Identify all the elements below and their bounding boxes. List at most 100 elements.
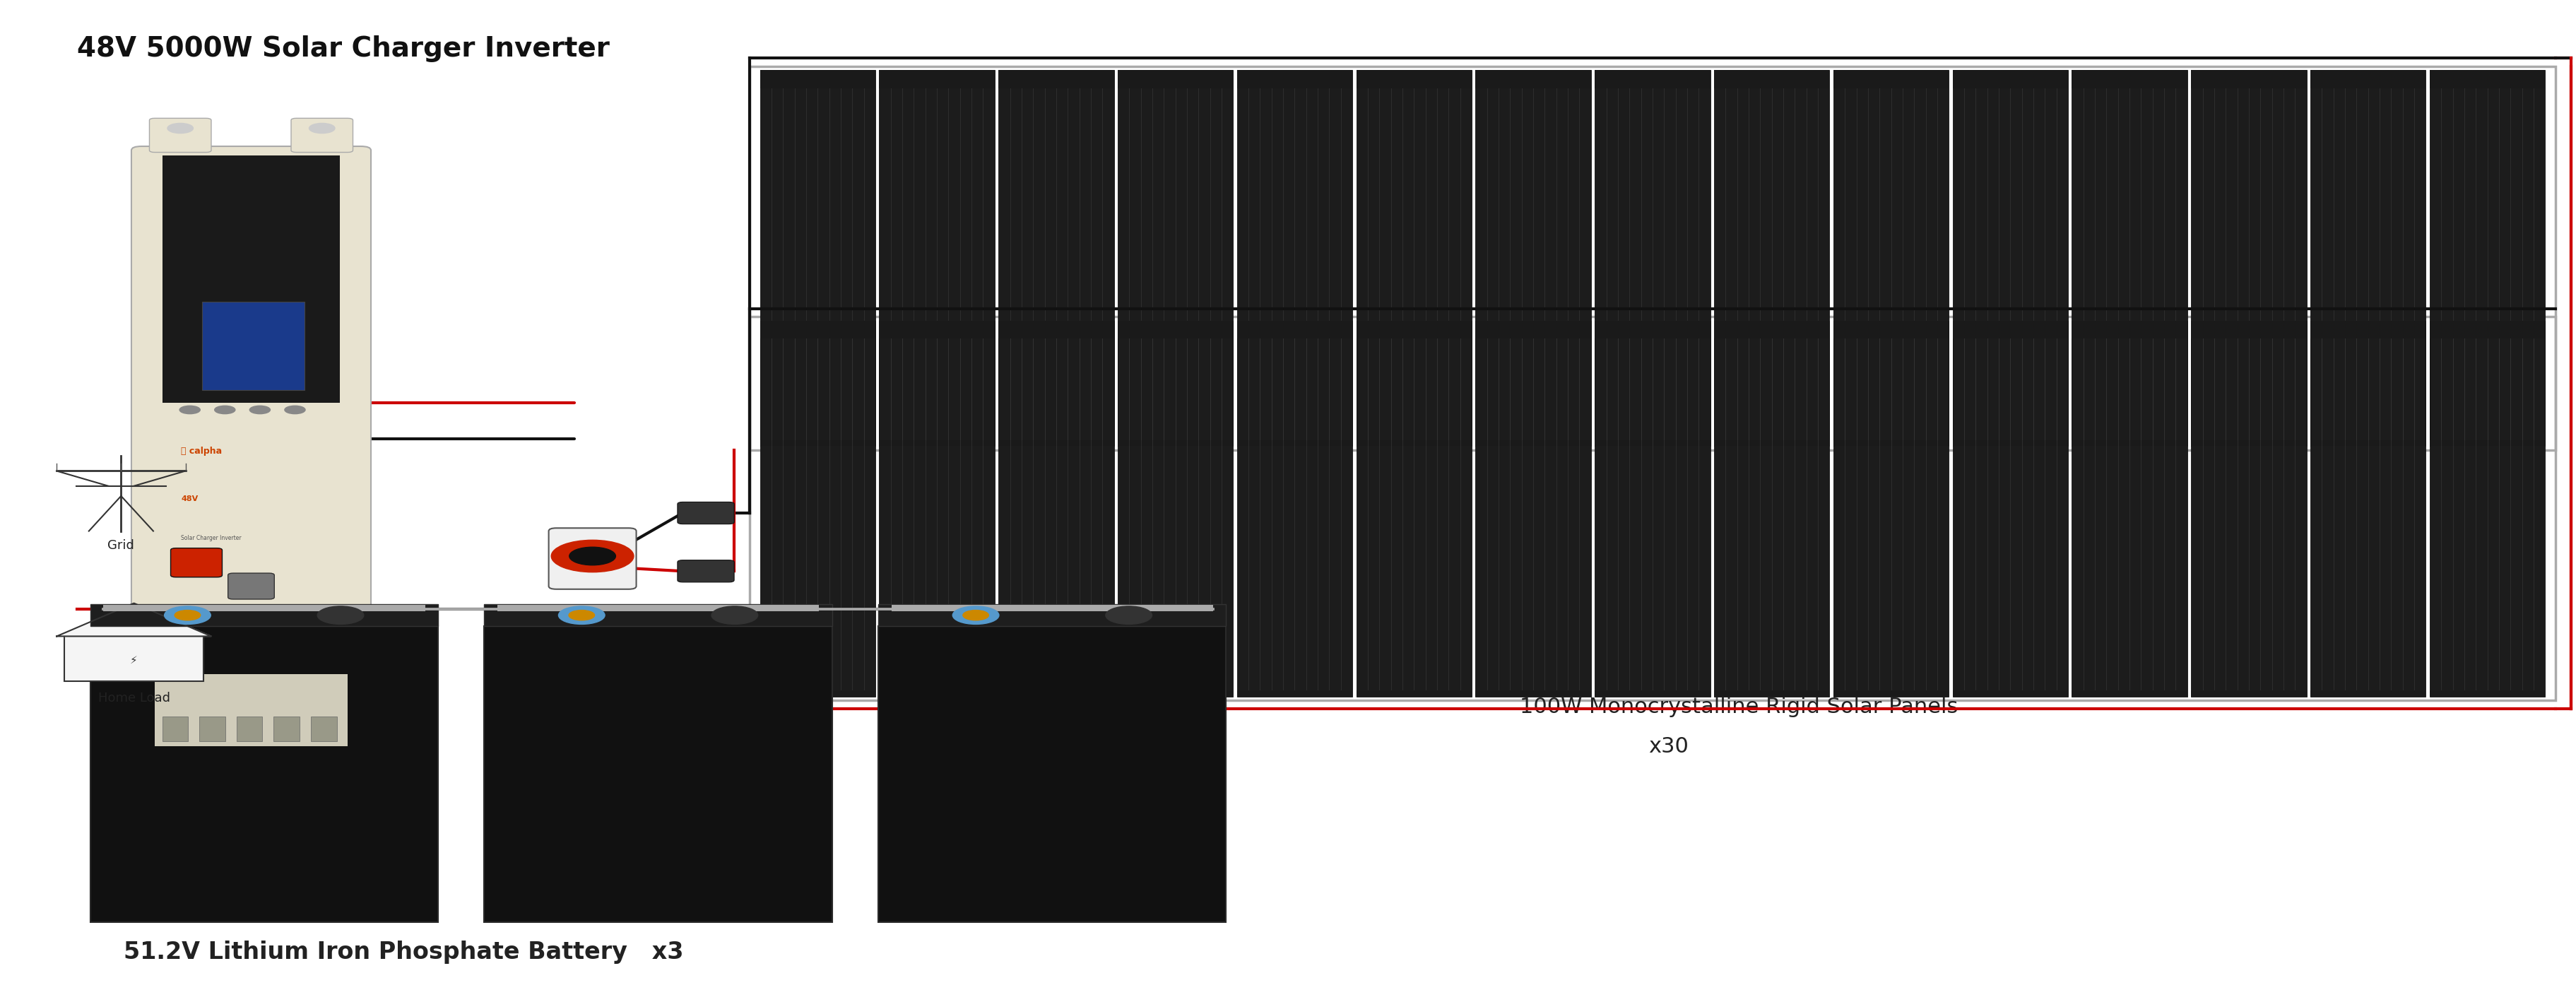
FancyBboxPatch shape	[1476, 321, 1592, 696]
FancyBboxPatch shape	[1834, 440, 1947, 446]
FancyBboxPatch shape	[1476, 70, 1592, 446]
FancyBboxPatch shape	[149, 118, 211, 152]
FancyBboxPatch shape	[677, 502, 734, 524]
FancyBboxPatch shape	[2192, 690, 2306, 696]
FancyBboxPatch shape	[1713, 690, 1829, 696]
FancyBboxPatch shape	[999, 70, 1113, 446]
FancyBboxPatch shape	[2429, 70, 2545, 88]
FancyBboxPatch shape	[2192, 70, 2306, 88]
FancyBboxPatch shape	[2429, 321, 2545, 696]
FancyBboxPatch shape	[760, 321, 876, 339]
Text: Solar Charger Inverter: Solar Charger Inverter	[180, 535, 242, 541]
FancyBboxPatch shape	[2429, 440, 2545, 446]
FancyBboxPatch shape	[760, 321, 876, 696]
Text: ⚡: ⚡	[131, 655, 137, 665]
FancyBboxPatch shape	[760, 440, 876, 446]
FancyBboxPatch shape	[878, 70, 994, 446]
FancyBboxPatch shape	[1953, 440, 2069, 446]
Text: ꐊ calpha: ꐊ calpha	[180, 446, 222, 456]
Circle shape	[175, 610, 201, 620]
FancyBboxPatch shape	[1236, 321, 1352, 696]
FancyBboxPatch shape	[1118, 690, 1234, 696]
FancyBboxPatch shape	[1595, 70, 1710, 446]
FancyBboxPatch shape	[999, 321, 1113, 696]
Circle shape	[559, 606, 605, 624]
FancyBboxPatch shape	[1236, 70, 1352, 88]
FancyBboxPatch shape	[1355, 321, 1471, 339]
FancyBboxPatch shape	[1595, 321, 1710, 339]
FancyBboxPatch shape	[497, 605, 819, 611]
FancyBboxPatch shape	[999, 321, 1113, 339]
FancyBboxPatch shape	[155, 674, 348, 746]
FancyBboxPatch shape	[2311, 321, 2427, 339]
FancyBboxPatch shape	[131, 146, 371, 756]
FancyBboxPatch shape	[1355, 690, 1471, 696]
Circle shape	[309, 123, 335, 133]
Circle shape	[167, 123, 193, 133]
FancyBboxPatch shape	[878, 321, 994, 339]
Circle shape	[551, 540, 634, 572]
FancyBboxPatch shape	[2071, 321, 2187, 696]
FancyBboxPatch shape	[549, 528, 636, 589]
FancyBboxPatch shape	[2429, 70, 2545, 446]
FancyBboxPatch shape	[1595, 70, 1710, 88]
FancyBboxPatch shape	[1355, 321, 1471, 696]
FancyBboxPatch shape	[2429, 690, 2545, 696]
FancyBboxPatch shape	[1595, 321, 1710, 696]
Circle shape	[180, 406, 201, 414]
FancyBboxPatch shape	[1476, 70, 1592, 88]
FancyBboxPatch shape	[2429, 321, 2545, 339]
Text: 51.2V Lithium Iron Phosphate Battery   x3: 51.2V Lithium Iron Phosphate Battery x3	[124, 941, 683, 964]
FancyBboxPatch shape	[2071, 70, 2187, 446]
FancyBboxPatch shape	[1834, 690, 1947, 696]
Circle shape	[711, 606, 757, 624]
FancyBboxPatch shape	[170, 548, 222, 577]
Circle shape	[317, 606, 363, 624]
FancyBboxPatch shape	[2192, 440, 2306, 446]
Circle shape	[214, 406, 234, 414]
FancyBboxPatch shape	[1236, 321, 1352, 339]
Text: 48V 5000W Solar Charger Inverter: 48V 5000W Solar Charger Inverter	[77, 35, 611, 62]
FancyBboxPatch shape	[1595, 440, 1710, 446]
FancyBboxPatch shape	[1118, 70, 1234, 88]
FancyBboxPatch shape	[1355, 440, 1471, 446]
FancyBboxPatch shape	[237, 716, 263, 741]
Circle shape	[963, 610, 989, 620]
FancyBboxPatch shape	[2192, 321, 2306, 696]
Circle shape	[286, 406, 307, 414]
FancyBboxPatch shape	[1953, 70, 2069, 446]
FancyBboxPatch shape	[90, 626, 438, 922]
FancyBboxPatch shape	[198, 716, 224, 741]
FancyBboxPatch shape	[999, 690, 1113, 696]
FancyBboxPatch shape	[2192, 321, 2306, 339]
Circle shape	[569, 610, 595, 620]
FancyBboxPatch shape	[878, 604, 1226, 626]
Text: Grid: Grid	[108, 539, 134, 552]
Circle shape	[250, 406, 270, 414]
FancyBboxPatch shape	[878, 321, 994, 696]
FancyBboxPatch shape	[2311, 440, 2427, 446]
FancyBboxPatch shape	[1834, 321, 1947, 339]
FancyBboxPatch shape	[878, 690, 994, 696]
FancyBboxPatch shape	[1118, 440, 1234, 446]
FancyBboxPatch shape	[891, 605, 1213, 611]
FancyBboxPatch shape	[1476, 440, 1592, 446]
FancyBboxPatch shape	[1834, 321, 1947, 696]
FancyBboxPatch shape	[1834, 70, 1947, 88]
FancyBboxPatch shape	[1236, 440, 1352, 446]
FancyBboxPatch shape	[878, 626, 1226, 922]
Circle shape	[953, 606, 999, 624]
FancyBboxPatch shape	[2071, 70, 2187, 88]
FancyBboxPatch shape	[1713, 440, 1829, 446]
FancyBboxPatch shape	[1476, 321, 1592, 339]
Circle shape	[165, 606, 211, 624]
FancyBboxPatch shape	[1953, 321, 2069, 696]
FancyBboxPatch shape	[1476, 690, 1592, 696]
FancyBboxPatch shape	[229, 573, 273, 599]
FancyBboxPatch shape	[204, 302, 304, 390]
Text: Home Load: Home Load	[98, 691, 170, 704]
FancyBboxPatch shape	[484, 604, 832, 626]
FancyBboxPatch shape	[2311, 70, 2427, 446]
FancyBboxPatch shape	[878, 70, 994, 88]
FancyBboxPatch shape	[64, 636, 204, 681]
